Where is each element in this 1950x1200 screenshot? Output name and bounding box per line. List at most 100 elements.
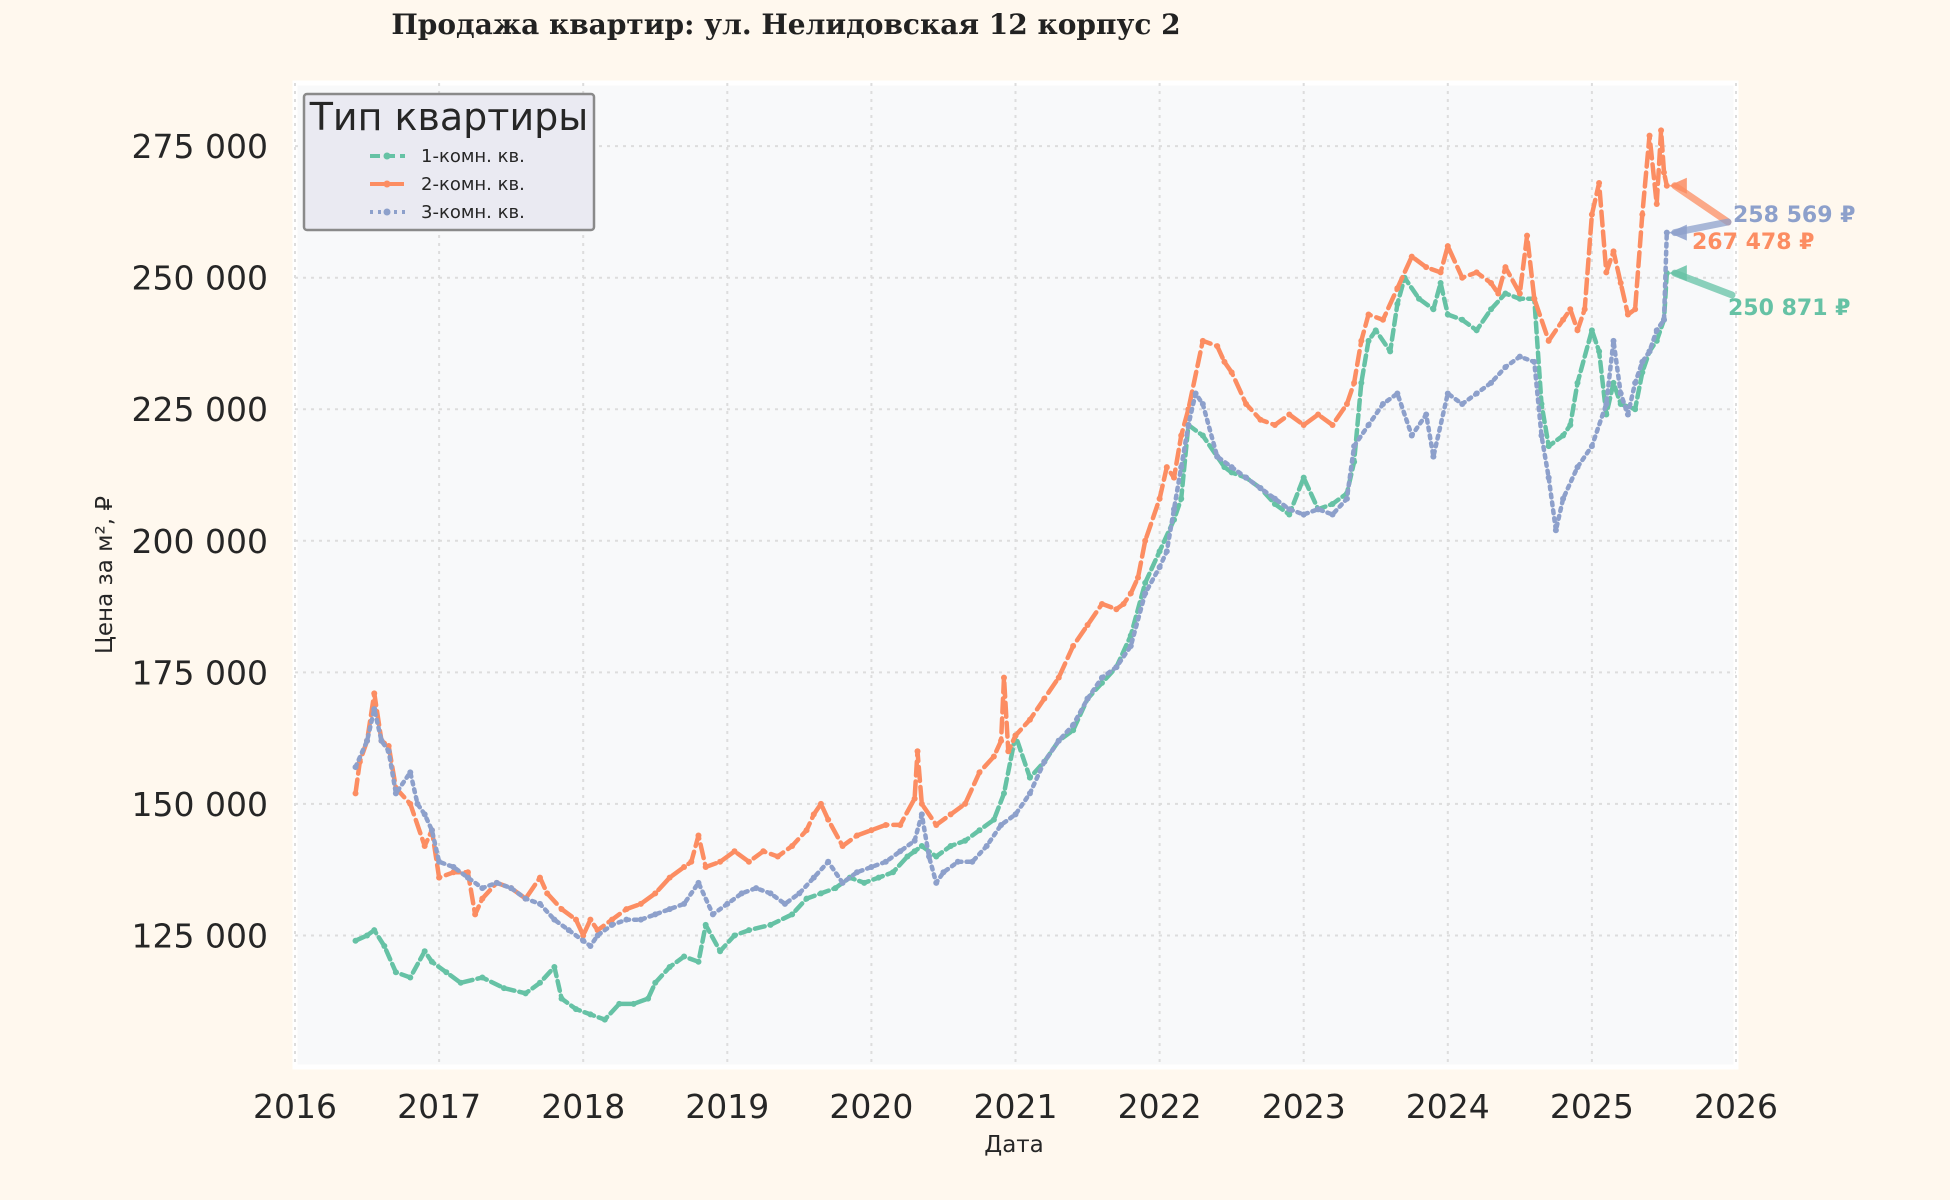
series-point-3 (1488, 379, 1495, 386)
series-point-3 (1199, 400, 1206, 407)
series-point-1 (1358, 379, 1365, 386)
series-point-2 (1653, 201, 1660, 208)
series-point-3 (1603, 400, 1610, 407)
series-point-1 (601, 1016, 608, 1023)
series-point-2 (1163, 464, 1170, 471)
series-point-2 (1070, 643, 1077, 650)
series-point-2 (1156, 495, 1163, 502)
series-point-3 (853, 869, 860, 876)
series-point-2 (371, 690, 378, 697)
x-tick-label: 2020 (829, 1087, 913, 1126)
series-point-1 (652, 979, 659, 986)
series-point-3 (378, 737, 385, 744)
series-point-2 (652, 890, 659, 897)
series-point-2 (1545, 337, 1552, 344)
series-point-3 (587, 942, 594, 949)
tick-layer: 125 000 150 000 175 000 200 000 225 000 250 0… (132, 127, 1778, 1126)
series-point-2 (745, 858, 752, 865)
series-point-3 (1070, 721, 1077, 728)
series-point-3 (1473, 390, 1480, 397)
series-point-1 (890, 869, 897, 876)
series-point-3 (1588, 443, 1595, 450)
series-point-2 (717, 858, 724, 865)
series-point-2 (1610, 248, 1617, 255)
series-point-2 (1120, 600, 1127, 607)
series-point-3 (1243, 474, 1250, 481)
series-point-2 (1343, 400, 1350, 407)
series-point-3 (1012, 811, 1019, 818)
series-point-1 (918, 842, 925, 849)
series-point-3 (594, 932, 601, 939)
series-point-1 (666, 964, 673, 971)
series-point-1 (1588, 327, 1595, 334)
series-point-2 (1329, 422, 1336, 429)
series-point-3 (1192, 390, 1199, 397)
x-tick-label: 2019 (685, 1087, 769, 1126)
series-point-3 (666, 906, 673, 913)
x-tick-label: 2016 (253, 1087, 337, 1126)
series-line-3 (353, 230, 1670, 949)
series-point-3 (1214, 453, 1221, 460)
legend-label: 1-комн. кв. (421, 146, 525, 167)
series-point-1 (1387, 348, 1394, 355)
series-point-1 (1437, 279, 1444, 286)
series-point-3 (1545, 474, 1552, 481)
series-point-3 (767, 890, 774, 897)
series-point-2 (536, 874, 543, 881)
series-point-3 (882, 858, 889, 865)
series-point-3 (522, 895, 529, 902)
series-layer (352, 127, 1670, 1023)
series-point-2 (695, 832, 702, 839)
series-point-2 (1574, 327, 1581, 334)
series-point-1 (352, 937, 359, 944)
series-point-2 (436, 874, 443, 881)
series-point-2 (1228, 369, 1235, 376)
series-point-3 (1444, 390, 1451, 397)
series-point-3 (897, 848, 904, 855)
series-point-3 (1624, 411, 1631, 418)
series-point-2 (681, 864, 688, 871)
series-point-1 (990, 816, 997, 823)
series-point-1 (817, 890, 824, 897)
series-point-2 (774, 853, 781, 860)
series-point-3 (414, 800, 421, 807)
series-point-3 (1142, 590, 1149, 597)
series-point-3 (479, 885, 486, 892)
series-point-2 (1502, 264, 1509, 271)
series-point-1 (1000, 790, 1007, 797)
series-point-2 (352, 790, 359, 797)
legend-label: 2-комн. кв. (421, 174, 525, 195)
series-point-3 (998, 821, 1005, 828)
series-point-3 (825, 858, 832, 865)
series-point-1 (1502, 290, 1509, 297)
series-point-1 (681, 953, 688, 960)
series-point-1 (745, 927, 752, 934)
series-point-1 (702, 921, 709, 928)
series-point-3 (1560, 495, 1567, 502)
series-point-2 (1286, 411, 1293, 418)
series-point-2 (1567, 306, 1574, 313)
series-point-2 (1603, 269, 1610, 276)
series-point-1 (1560, 432, 1567, 439)
series-point-2 (1041, 695, 1048, 702)
series-point-2 (666, 874, 673, 881)
series-point-3 (926, 853, 933, 860)
series-point-2 (1055, 674, 1062, 681)
series-point-2 (1660, 169, 1667, 176)
series-point-2 (1531, 295, 1538, 302)
series-point-1 (875, 874, 882, 881)
series-point-2 (1437, 269, 1444, 276)
series-point-2 (1300, 422, 1307, 429)
series-point-1 (428, 958, 435, 965)
series-point-1 (1178, 495, 1185, 502)
series-point-3 (1516, 353, 1523, 360)
series-point-2 (1516, 290, 1523, 297)
series-point-1 (1639, 369, 1646, 376)
series-point-3 (364, 737, 371, 744)
series-point-3 (1574, 464, 1581, 471)
legend-title: Тип квартиры (309, 95, 589, 139)
series-point-2 (1423, 264, 1430, 271)
x-tick-label: 2018 (541, 1087, 625, 1126)
series-point-2 (1394, 285, 1401, 292)
